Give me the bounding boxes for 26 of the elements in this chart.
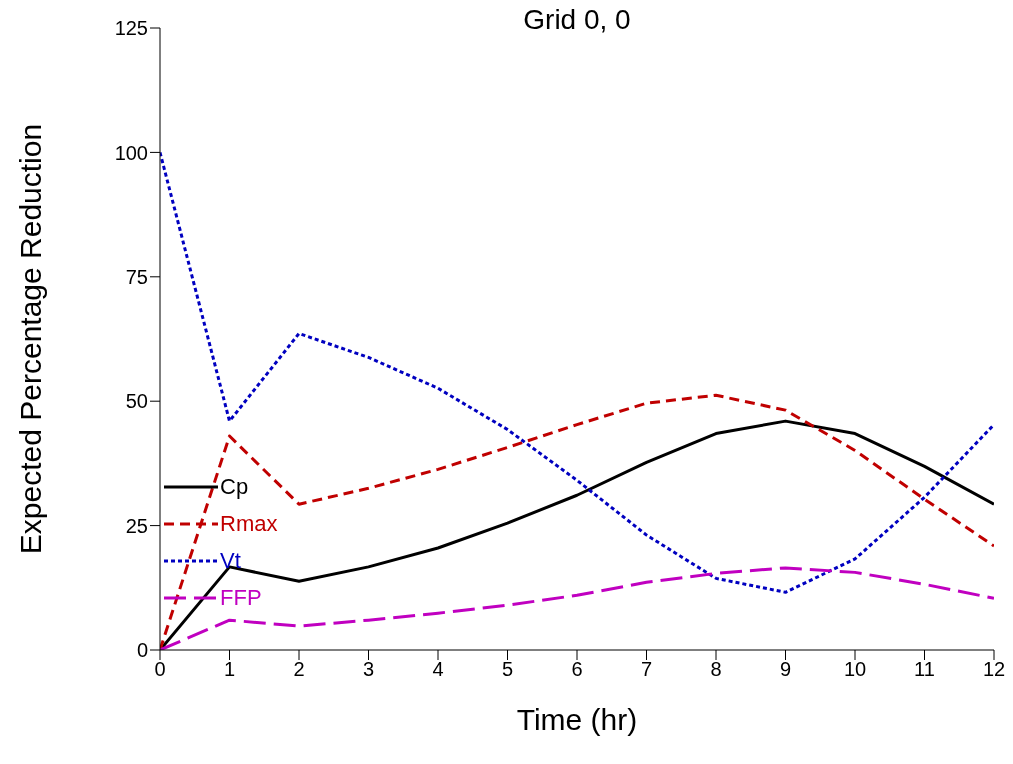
y-tick-label: 100 bbox=[114, 141, 148, 164]
y-axis-title: Expected Percentage Reduction bbox=[13, 123, 47, 555]
x-axis-title: Time (hr) bbox=[516, 703, 638, 736]
x-tick-label: 9 bbox=[779, 658, 792, 681]
y-tick-label: 0 bbox=[136, 639, 148, 662]
legend-label: FFP bbox=[220, 584, 262, 611]
x-tick-label: 11 bbox=[914, 658, 935, 681]
x-tick-label: 10 bbox=[843, 658, 867, 681]
y-tick-label: 75 bbox=[125, 265, 148, 288]
x-tick-label: 8 bbox=[710, 658, 722, 681]
y-tick-label: 50 bbox=[125, 390, 148, 413]
y-tick-label: 125 bbox=[114, 17, 148, 40]
x-tick-label: 0 bbox=[154, 658, 166, 681]
legend-label: Rmax bbox=[220, 510, 278, 537]
x-tick-label: 5 bbox=[501, 658, 514, 681]
y-tick-label: 25 bbox=[125, 514, 148, 537]
x-tick-label: 1 bbox=[223, 658, 236, 681]
x-tick-label: 12 bbox=[982, 658, 1006, 681]
x-tick-label: 4 bbox=[432, 658, 444, 681]
legend-label: Cp bbox=[220, 473, 249, 500]
x-tick-label: 6 bbox=[571, 658, 583, 681]
x-tick-label: 7 bbox=[640, 658, 653, 681]
x-tick-label: 3 bbox=[362, 658, 375, 681]
chart-title: Grid 0, 0 bbox=[522, 4, 632, 36]
legend-label: Vt bbox=[220, 547, 241, 574]
x-tick-label: 2 bbox=[293, 658, 305, 681]
